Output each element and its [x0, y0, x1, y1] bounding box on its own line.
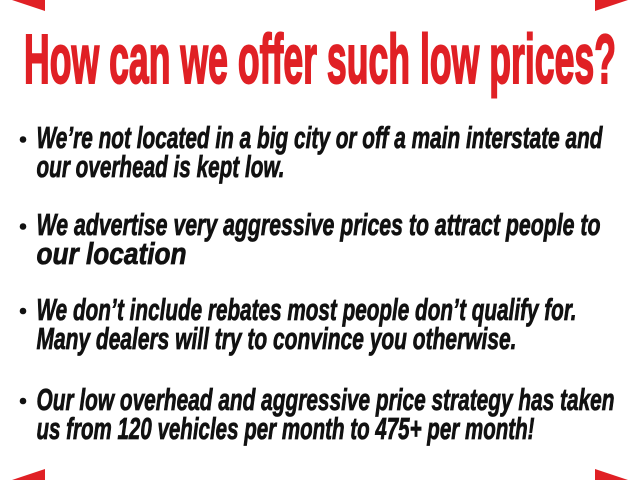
bullet-dot-icon [19, 136, 27, 143]
bullet-item-3: We don’t include rebates most people don… [19, 292, 577, 356]
bullet-3-line-2: Many dealers will try to convince you ot… [37, 321, 517, 356]
bullet-dot-icon [19, 307, 27, 315]
bullet-3-line-1: We don’t include rebates most people don… [37, 292, 577, 327]
bullet-item-1: We’re not located in a big city or off a… [19, 120, 604, 184]
bullet-2-line-1: We advertise very aggressive prices to a… [37, 207, 601, 242]
corner-mark-bottom-right-icon [595, 469, 628, 480]
bullet-2-line-2: our location [37, 236, 187, 271]
corner-mark-bottom-left-icon [12, 469, 45, 480]
bullet-1-line-1: We’re not located in a big city or off a… [37, 120, 604, 155]
bullet-dot-icon [19, 223, 27, 230]
bullet-item-4: Our low overhead and aggressive price st… [19, 382, 615, 446]
bullet-4-line-2: us from 120 vehicles per month to 475+ p… [37, 411, 535, 446]
corner-mark-top-left-icon [12, 0, 45, 11]
bullet-1-line-2: our overhead is kept low. [37, 149, 285, 184]
page-title: How can we offer such low prices? [24, 20, 616, 98]
bullet-item-2: We advertise very aggressive prices to a… [19, 207, 601, 271]
bullet-dot-icon [19, 397, 27, 405]
bullet-4-line-1: Our low overhead and aggressive price st… [37, 382, 615, 417]
corner-mark-top-right-icon [595, 0, 628, 11]
